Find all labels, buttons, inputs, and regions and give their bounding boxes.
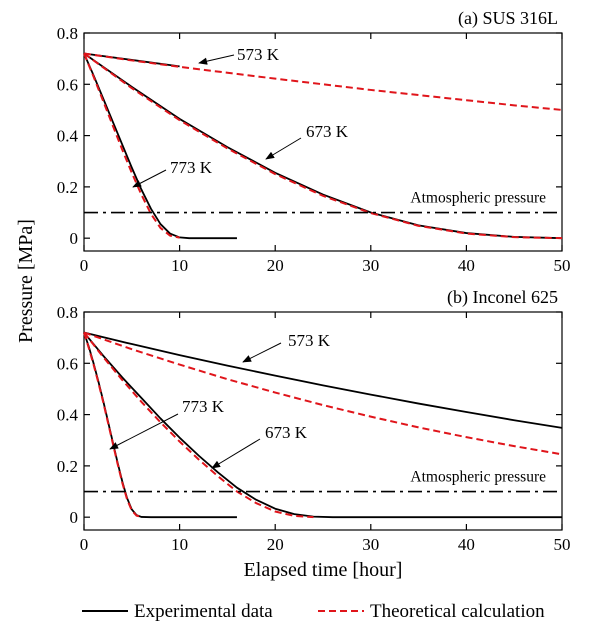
y-tick-label: 0.4 [57, 127, 79, 146]
annotation-a-773k: 773 K [170, 158, 213, 177]
panel-b: (b) Inconel 625 0 10 20 30 40 50 0 0.2 0.4 0.6 0.8… [57, 287, 571, 554]
series-group-a [83, 52, 563, 240]
tick-group-b: 0 10 20 30 40 50 0 0.2 0.4 0.6 0.8 [57, 303, 571, 554]
panel-title-b: (b) Inconel 625 [447, 287, 558, 308]
x-tick-label: 20 [267, 535, 284, 554]
arrow-b-673k [211, 438, 261, 469]
legend-label-theoretical: Theoretical calculation [370, 601, 545, 622]
y-tick-label: 0.4 [57, 406, 79, 425]
x-tick-label: 30 [362, 256, 379, 275]
atmospheric-pressure-label-a: Atmospheric pressure [410, 190, 546, 207]
x-tick-label: 30 [362, 535, 379, 554]
plot-frame-b [83, 311, 563, 531]
panel-a: (a) SUS 316L 0 10 20 30 40 50 0 0.2 0.4 0.6 0.8 At… [57, 8, 571, 275]
series-line-b-773k-theoretical [83, 332, 142, 518]
series-line-a-673k-theoretical [83, 52, 563, 240]
tick-group-a: 0 10 20 30 40 50 0 0.2 0.4 0.6 0.8 [57, 24, 571, 275]
x-tick-label: 20 [267, 256, 284, 275]
atmospheric-pressure-label-b: Atmospheric pressure [410, 469, 546, 486]
x-tick-label: 10 [171, 256, 188, 275]
series-line-b-673k-experimental [83, 331, 562, 519]
series-line-a-773k-theoretical [83, 53, 180, 239]
y-axis-label: Pressure [MPa] [15, 219, 37, 343]
series-line-b-673k-theoretical [83, 331, 314, 519]
series-line-b-573k-experimental [83, 331, 563, 429]
x-tick-label: 10 [171, 535, 188, 554]
y-tick-label: 0 [70, 508, 79, 527]
y-tick-label: 0.8 [57, 303, 78, 322]
y-tick-label: 0 [70, 229, 79, 248]
y-tick-label: 0.6 [57, 75, 78, 94]
series-group-b [83, 331, 563, 519]
arrow-b-573k [242, 342, 282, 363]
x-tick-label: 0 [80, 535, 89, 554]
series-line-a-673k-experimental [83, 52, 563, 240]
x-tick-label: 50 [554, 256, 571, 275]
x-axis-label: Elapsed time [hour] [244, 559, 403, 581]
legend-label-experimental: Experimental data [134, 601, 273, 622]
y-tick-label: 0.8 [57, 24, 78, 43]
x-tick-label: 50 [554, 535, 571, 554]
legend: Experimental data Theoretical calculatio… [82, 601, 545, 622]
annotation-b-573k: 573 K [288, 331, 331, 350]
annotation-a-573k: 573 K [237, 45, 280, 64]
annotation-b-773k: 773 K [182, 397, 225, 416]
x-tick-label: 40 [458, 535, 475, 554]
plot-frame-a [83, 32, 563, 252]
arrow-a-573k [198, 54, 235, 65]
x-tick-label: 40 [458, 256, 475, 275]
x-tick-label: 0 [80, 256, 89, 275]
y-tick-label: 0.2 [57, 178, 78, 197]
series-line-b-573k-theoretical [83, 331, 563, 456]
arrow-a-773k [132, 169, 167, 188]
series-line-a-773k-experimental [83, 53, 237, 240]
panel-title-a: (a) SUS 316L [458, 8, 558, 29]
arrow-b-773k [109, 413, 179, 450]
y-tick-label: 0.6 [57, 354, 78, 373]
annotation-a-673k: 673 K [306, 122, 349, 141]
y-tick-label: 0.2 [57, 457, 78, 476]
arrow-a-673k [265, 137, 302, 160]
series-line-a-573k-theoretical [83, 52, 563, 111]
annotation-b-673k: 673 K [265, 423, 308, 442]
